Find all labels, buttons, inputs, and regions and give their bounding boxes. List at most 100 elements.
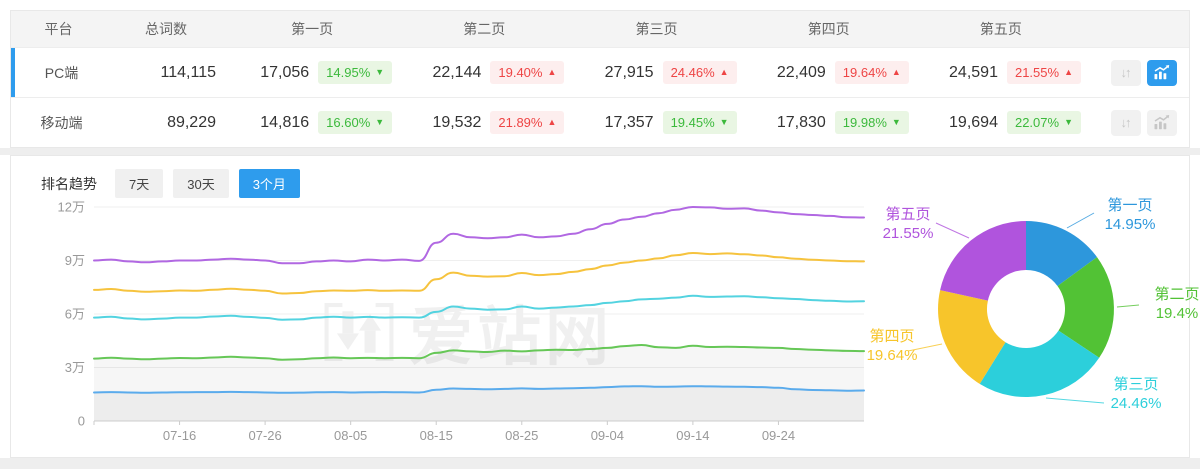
share-change-badge: 19.40% ▲ [490, 61, 565, 84]
donut-label-name: 第四页 [869, 328, 915, 345]
trend-title: 排名趋势 [41, 175, 97, 192]
share-change-badge: 21.55% ▲ [1006, 61, 1081, 84]
tab-30天[interactable]: 30天 [173, 169, 229, 198]
page-word-count: 17,830 [776, 113, 826, 131]
donut-label-line [935, 222, 970, 239]
share-change-badge: 16.60% ▼ [318, 111, 393, 134]
donut-label-name: 第五页 [885, 206, 931, 223]
arrow-down-icon: ▼ [375, 117, 385, 127]
donut-label-第五页: 第五页 21.55% [872, 206, 944, 244]
col-header-total: 总词数 [145, 21, 187, 37]
share-percent: 21.55% [1014, 65, 1060, 80]
page-1-cell: 14,816 16.60% ▼ [226, 111, 398, 134]
platform-label: PC端 [44, 64, 79, 81]
sort-arrows-icon: ↓↑ [1120, 115, 1131, 130]
page-word-count: 17,056 [260, 63, 310, 81]
show-trend-chart-button[interactable] [1146, 59, 1177, 86]
col-header-page-1: 第一页 [291, 21, 334, 37]
trend-line-chart: 07-16 07-26 08-05 08-15 08-25 09-04 09-14 09-24… [58, 200, 865, 443]
page-distribution-donut: 第一页 14.95% 第二页 19.4% 第三页 24.46% 第四页 19.64% 第五页 21… [856, 181, 1200, 453]
arrow-up-icon: ▲ [891, 67, 901, 77]
page-1-cell: 17,056 14.95% ▼ [226, 61, 398, 84]
col-header-page-2: 第二页 [463, 21, 506, 37]
trend-toolbar: 排名趋势 7天 30天 3个月 [11, 156, 1189, 198]
page-word-count: 27,915 [604, 63, 654, 81]
arrow-down-icon: ▼ [891, 117, 901, 127]
donut-label-percent: 24.46% [1110, 394, 1162, 412]
watermark-text: 爱站网 [409, 301, 613, 373]
total-words-value: 89,229 [167, 113, 216, 131]
table-row[interactable]: 移动端 89,229 14,816 16.60% ▼ 19,532 21.89% ▲ 17,35… [11, 97, 1189, 147]
keyword-ranking-table: 平台 总词数 第一页 第二页 第三页 第四页 第五页 PC端 114,115 17,056 1… [10, 10, 1190, 148]
panel-divider [0, 148, 1200, 155]
donut-label-第四页: 第四页 19.64% [856, 328, 928, 366]
sort-rank-button[interactable]: ↓↑ [1110, 109, 1141, 136]
table-body: PC端 114,115 17,056 14.95% ▼ 22,144 19.40% ▲ 27,9… [11, 47, 1189, 147]
series-line-第一页 [93, 385, 865, 394]
page-word-count: 24,591 [949, 63, 998, 81]
tab-7天[interactable]: 7天 [115, 169, 164, 198]
donut-label-name: 第二页 [1154, 286, 1200, 303]
platform-label: 移动端 [40, 114, 83, 131]
share-percent: 16.60% [326, 115, 371, 130]
page-word-count: 17,357 [604, 113, 654, 131]
total-words-value: 114,115 [160, 63, 216, 81]
donut-label-line [1045, 397, 1105, 404]
donut-slice-第一页[interactable] [1026, 221, 1097, 286]
share-change-badge: 19.45% ▼ [662, 111, 737, 134]
col-header-page-5: 第五页 [979, 21, 1022, 37]
x-tick-label: 09-04 [591, 428, 624, 443]
donut-slice-第三页[interactable] [979, 330, 1100, 398]
y-tick-label: 3万 [65, 360, 85, 375]
share-change-badge: 24.46% ▲ [662, 61, 737, 84]
y-tick-label: 9万 [65, 253, 85, 268]
share-percent: 19.45% [670, 115, 715, 130]
arrow-up-icon: ▲ [547, 117, 557, 127]
donut-slice-第四页[interactable] [938, 290, 1006, 384]
share-change-badge: 22.07% ▼ [1006, 111, 1081, 134]
x-tick-label: 08-15 [420, 428, 453, 443]
trend-range-tabs: 7天 30天 3个月 [115, 169, 300, 198]
share-percent: 19.98% [842, 115, 887, 130]
share-change-badge: 21.89% ▲ [490, 111, 565, 134]
table-row[interactable]: PC端 114,115 17,056 14.95% ▼ 22,144 19.40% ▲ 27,9… [11, 47, 1189, 97]
donut-label-percent: 19.64% [866, 346, 918, 364]
arrow-down-icon: ▼ [1064, 117, 1073, 127]
trend-chart-icon [1154, 65, 1170, 80]
share-percent: 19.64% [842, 65, 887, 80]
series-line-第二页(累计) [93, 343, 865, 361]
watermark: 爱站网 [323, 286, 613, 378]
series-area-第一页 [94, 386, 864, 421]
aizhan-logo-icon [324, 303, 394, 361]
x-tick-label: 09-24 [762, 428, 795, 443]
share-percent: 21.89% [498, 115, 543, 130]
page-word-count: 22,144 [432, 63, 482, 81]
sort-rank-button[interactable]: ↓↑ [1110, 59, 1141, 86]
bottom-divider [0, 458, 1200, 469]
x-tick-label: 09-14 [676, 428, 709, 443]
arrow-up-icon: ▲ [547, 67, 557, 77]
trend-chart-icon [1154, 115, 1170, 130]
x-tick-label: 08-05 [334, 428, 367, 443]
donut-label-percent: 14.95% [1104, 215, 1156, 233]
table-header-row: 平台 总词数 第一页 第二页 第三页 第四页 第五页 [11, 11, 1189, 47]
donut-label-第一页: 第一页 14.95% [1094, 197, 1166, 235]
tab-3个月[interactable]: 3个月 [238, 169, 300, 198]
donut-label-第二页: 第二页 19.4% [1141, 286, 1200, 324]
sort-arrows-icon: ↓↑ [1120, 65, 1131, 80]
page-5-cell: 19,694 22.07% ▼ [915, 111, 1087, 134]
page-word-count: 19,532 [432, 113, 482, 131]
col-header-page-3: 第三页 [635, 21, 678, 37]
x-tick-label: 07-26 [248, 428, 281, 443]
show-trend-chart-button[interactable] [1146, 109, 1177, 136]
share-percent: 22.07% [1014, 115, 1060, 130]
share-percent: 19.40% [498, 65, 543, 80]
donut-label-percent: 19.4% [1155, 304, 1199, 322]
share-change-badge: 14.95% ▼ [318, 61, 393, 84]
share-percent: 14.95% [326, 65, 371, 80]
donut-slice-第二页[interactable] [1057, 257, 1114, 358]
y-tick-label: 6万 [65, 307, 85, 322]
donut-label-name: 第三页 [1113, 376, 1159, 393]
y-tick-label: 12万 [58, 200, 85, 215]
donut-slice-第五页[interactable] [940, 221, 1026, 301]
